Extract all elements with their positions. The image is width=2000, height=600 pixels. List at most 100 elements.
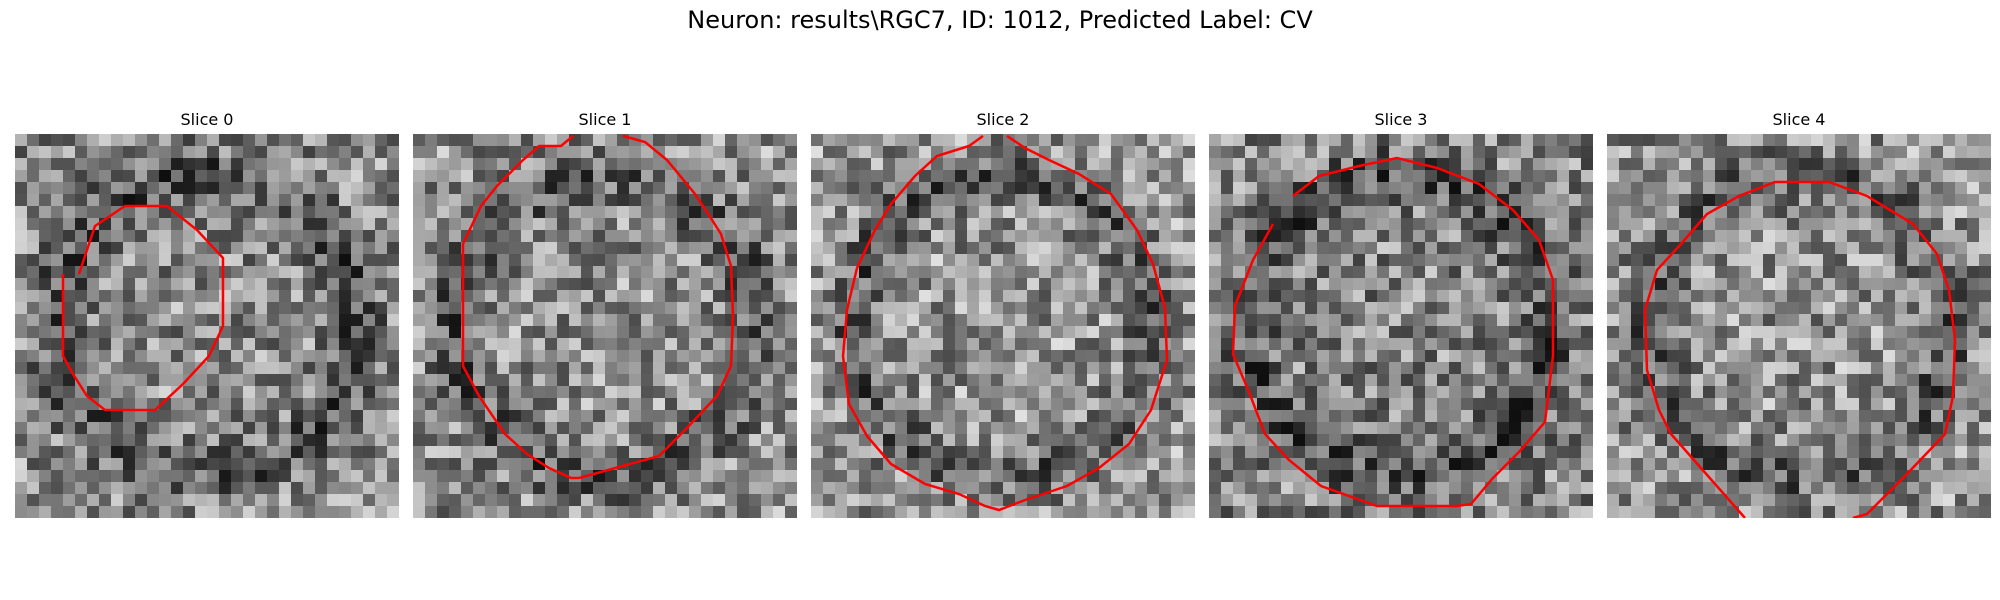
pixel [1619,254,1631,266]
pixel [1437,410,1449,422]
pixel [1485,242,1497,254]
pixel [267,410,279,422]
pixel [1171,266,1183,278]
pixel [87,422,99,434]
pixel [99,458,111,470]
pixel [1787,194,1799,206]
pixel [1847,326,1859,338]
pixel [267,506,279,518]
pixel [363,482,375,494]
pixel [1943,350,1955,362]
pixel [351,374,363,386]
pixel [521,314,533,326]
pixel [159,182,171,194]
pixel [387,446,399,458]
pixel [1979,350,1991,362]
pixel [1221,314,1233,326]
pixel [1063,458,1075,470]
pixel [955,314,967,326]
pixel [1401,170,1413,182]
pixel [629,482,641,494]
pixel [919,182,931,194]
pixel [123,278,135,290]
pixel [811,134,823,146]
pixel [641,302,653,314]
pixel [689,446,701,458]
pixel [339,314,351,326]
pixel [1389,278,1401,290]
pixel [545,218,557,230]
pixel [749,386,761,398]
pixel [219,398,231,410]
pixel [1413,314,1425,326]
pixel [545,362,557,374]
pixel [1365,458,1377,470]
pixel [1281,386,1293,398]
pixel [907,302,919,314]
pixel [907,398,919,410]
pixel [1871,410,1883,422]
pixel [979,230,991,242]
pixel [1509,350,1521,362]
pixel [1401,362,1413,374]
pixel [1679,422,1691,434]
pixel [1607,386,1619,398]
pixel [497,446,509,458]
pixel [1209,470,1221,482]
pixel [51,326,63,338]
pixel [1027,206,1039,218]
pixel [955,326,967,338]
pixel [1485,386,1497,398]
pixel [955,482,967,494]
pixel [1799,206,1811,218]
pixel [593,506,605,518]
pixel [1075,482,1087,494]
pixel [689,206,701,218]
pixel [605,386,617,398]
pixel [1413,482,1425,494]
pixel [1967,422,1979,434]
pixel [943,218,955,230]
pixel [533,242,545,254]
pixel [1281,398,1293,410]
pixel [315,146,327,158]
pixel [689,254,701,266]
pixel [1087,314,1099,326]
pixel [485,434,497,446]
pixel [413,482,425,494]
pixel [1353,302,1365,314]
pixel [1171,506,1183,518]
pixel [1329,374,1341,386]
pixel [689,170,701,182]
pixel [737,302,749,314]
pixel [255,182,267,194]
pixel [653,254,665,266]
pixel [847,458,859,470]
pixel [1811,398,1823,410]
pixel [1437,506,1449,518]
pixel [195,242,207,254]
pixel [1787,446,1799,458]
pixel [629,266,641,278]
pixel [1691,146,1703,158]
pixel [1099,242,1111,254]
pixel [183,434,195,446]
pixel [701,146,713,158]
pixel [1943,134,1955,146]
pixel [1497,338,1509,350]
pixel [1269,194,1281,206]
pixel [1171,170,1183,182]
pixel [641,494,653,506]
pixel [1075,326,1087,338]
pixel [219,458,231,470]
pixel [1353,206,1365,218]
pixel [509,182,521,194]
pixel [183,506,195,518]
pixel [413,266,425,278]
pixel [39,410,51,422]
pixel [1979,278,1991,290]
pixel [1449,206,1461,218]
pixel [351,230,363,242]
pixel [159,194,171,206]
pixel [1305,386,1317,398]
